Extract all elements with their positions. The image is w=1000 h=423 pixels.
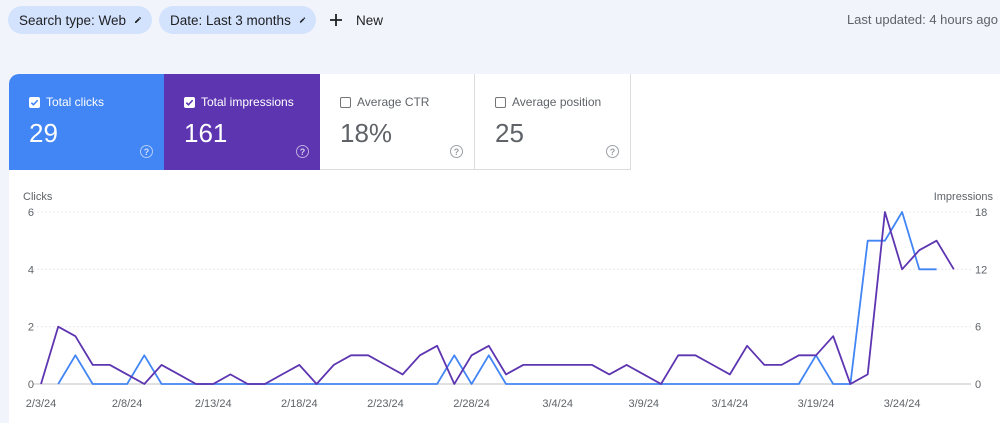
- x-tick-label: 2/13/24: [195, 398, 232, 410]
- metric-average-ctr[interactable]: Average CTR 18% ?: [320, 74, 475, 170]
- toolbar: Search type: Web Date: Last 3 months New…: [0, 0, 1000, 40]
- y-tick-label: 2: [28, 322, 34, 334]
- y-tick-label: 4: [28, 264, 34, 276]
- edit-pencil-icon: [299, 17, 306, 23]
- x-tick-label: 2/3/24: [26, 398, 57, 410]
- y-tick-label: 0: [28, 379, 34, 391]
- metric-average-position[interactable]: Average position 25 ?: [475, 74, 631, 170]
- last-updated-text: Last updated: 4 hours ago: [846, 12, 998, 27]
- metric-value: 29: [29, 118, 58, 148]
- metric-label: Total impressions: [201, 95, 294, 109]
- new-filter-button[interactable]: New: [328, 6, 383, 34]
- search-type-filter-chip[interactable]: Search type: Web: [8, 6, 152, 34]
- checkbox-unchecked-icon[interactable]: [340, 96, 351, 108]
- date-chip-label: Date: Last 3 months: [170, 12, 291, 28]
- metric-value: 18%: [340, 118, 393, 148]
- performance-chart[interactable]: 0 2 4 6 0 6 12 18 Clicks Impressions 2/3/24 2/8/24 2…: [9, 74, 1000, 423]
- x-tick-label: 2/18/24: [281, 398, 318, 410]
- metric-total-impressions[interactable]: Total impressions 161 ?: [164, 74, 320, 170]
- series-line-impressions: [40, 211, 955, 385]
- y2-tick-label: 18: [975, 207, 987, 219]
- metric-label: Average position: [512, 95, 602, 109]
- metric-value: 25: [495, 118, 524, 148]
- series-line-clicks: [57, 211, 937, 385]
- plus-icon: [330, 14, 342, 26]
- checkbox-checked-icon[interactable]: [29, 96, 40, 108]
- metric-label: Average CTR: [357, 95, 430, 109]
- x-tick-label: 3/14/24: [712, 398, 749, 410]
- x-tick-label: 3/24/24: [884, 398, 921, 410]
- y-axis-title: Clicks: [23, 191, 53, 203]
- x-tick-label: 2/23/24: [367, 398, 404, 410]
- y2-axis-title: Impressions: [934, 191, 994, 203]
- checkbox-unchecked-icon[interactable]: [495, 96, 506, 108]
- help-icon[interactable]: ?: [606, 145, 619, 158]
- help-icon[interactable]: ?: [140, 145, 153, 158]
- y2-tick-label: 6: [975, 322, 981, 334]
- checkbox-checked-icon[interactable]: [184, 96, 195, 108]
- x-tick-label: 3/9/24: [628, 398, 659, 410]
- help-icon[interactable]: ?: [296, 145, 309, 158]
- new-button-label: New: [356, 12, 384, 28]
- x-tick-label: 2/8/24: [112, 398, 143, 410]
- edit-pencil-icon: [135, 17, 142, 23]
- performance-card: Total clicks 29 ? Total impressions 161 …: [9, 74, 1000, 423]
- metric-value: 161: [184, 118, 228, 148]
- x-tick-label: 2/28/24: [453, 398, 490, 410]
- y2-tick-label: 12: [975, 264, 987, 276]
- x-tick-label: 3/4/24: [542, 398, 573, 410]
- metric-total-clicks[interactable]: Total clicks 29 ?: [9, 74, 164, 170]
- help-icon[interactable]: ?: [450, 145, 463, 158]
- y-tick-label: 6: [28, 207, 34, 219]
- y2-tick-label: 0: [975, 379, 981, 391]
- x-tick-label: 3/19/24: [798, 398, 835, 410]
- search-type-chip-label: Search type: Web: [19, 12, 127, 28]
- date-filter-chip[interactable]: Date: Last 3 months: [159, 6, 316, 34]
- metric-label: Total clicks: [46, 95, 105, 109]
